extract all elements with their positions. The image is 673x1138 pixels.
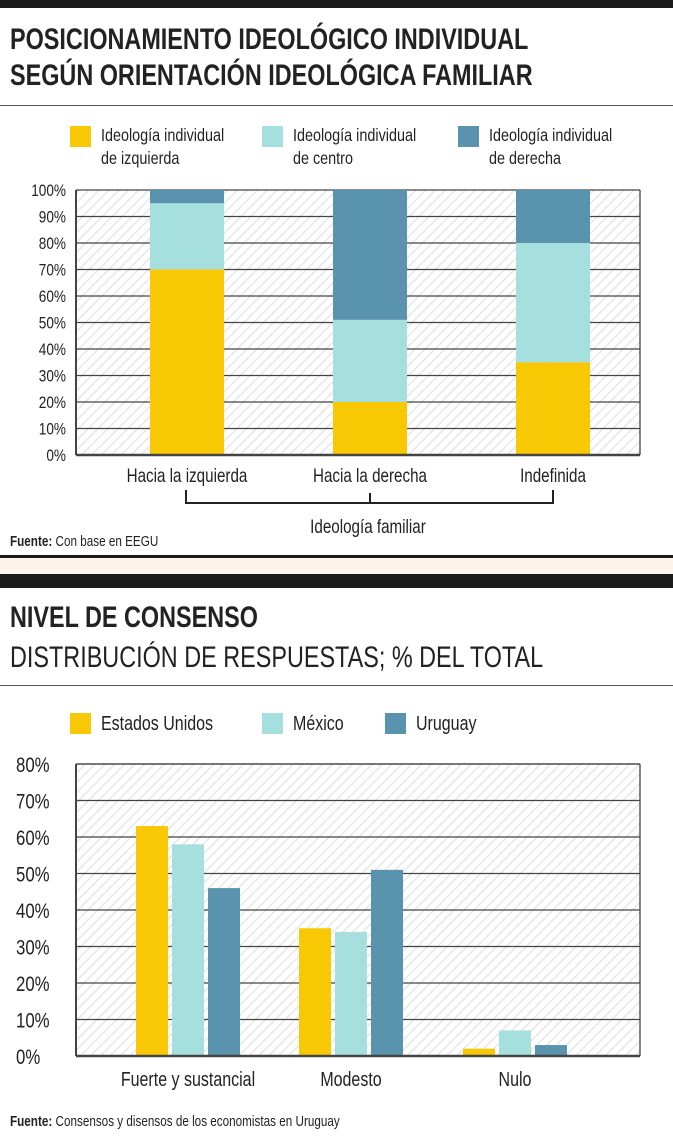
y-tick-label: 60%	[16, 827, 50, 850]
x-tick-label: Hacia la derecha	[313, 464, 427, 486]
y-tick-label: 10%	[39, 420, 66, 439]
category-bracket	[185, 490, 554, 504]
x-axis-title: Ideología familiar	[310, 515, 426, 537]
section-divider-band	[0, 558, 673, 574]
y-tick-label: 0%	[46, 447, 66, 466]
y-tick-label: 30%	[39, 367, 66, 386]
bar-segment	[516, 190, 590, 243]
x-tick-label: Fuerte y sustancial	[121, 1068, 255, 1090]
legend-label: Ideología individual	[489, 126, 612, 146]
source-label: Fuente:	[10, 1113, 53, 1130]
chart2: Estados Unidos México Uruguay 0% 10% 20% 30% 40…	[16, 712, 641, 1090]
bar-segment	[516, 362, 590, 455]
legend-label: Estados Unidos	[101, 712, 213, 734]
chart1: Ideología individual de izquierda Ideologí…	[31, 126, 641, 537]
chart1-title-line2: SEGÚN ORIENTACIÓN IDEOLÓGICA FAMILIAR	[10, 59, 533, 92]
legend-label: México	[293, 712, 344, 734]
y-tick-label: 30%	[16, 937, 50, 960]
y-tick-label: 50%	[39, 314, 66, 333]
y-tick-label: 20%	[39, 394, 66, 413]
chart2-subtitle: DISTRIBUCIÓN DE RESPUESTAS; % DEL TOTAL	[10, 641, 544, 674]
divider	[0, 105, 673, 106]
x-tick-label: Modesto	[320, 1068, 381, 1090]
y-tick-label: 70%	[16, 791, 50, 814]
bar-segment	[333, 190, 407, 320]
legend-label: de derecha	[489, 149, 562, 169]
y-tick-label: 60%	[39, 288, 66, 307]
legend-swatch	[262, 713, 283, 734]
bar-segment	[333, 319, 407, 402]
legend-label: Uruguay	[416, 712, 477, 734]
bar	[499, 1030, 531, 1056]
bar	[136, 826, 168, 1056]
legend-swatch	[458, 126, 479, 147]
bar-segment	[333, 402, 407, 455]
y-tick-label: 90%	[39, 208, 66, 227]
bar	[335, 931, 367, 1056]
y-tick-label: 80%	[39, 235, 66, 254]
legend-swatch	[70, 713, 91, 734]
bar	[535, 1045, 567, 1056]
chart2-title: NIVEL DE CONSENSO	[10, 601, 258, 634]
legend-label: Ideología individual	[101, 126, 224, 146]
source-text: Con base en EEGU	[55, 533, 159, 550]
source-text: Consensos y disensos de los economistas …	[55, 1113, 340, 1130]
bar-segment	[150, 269, 224, 455]
section-divider-line	[0, 555, 673, 558]
y-tick-label: 80%	[16, 754, 50, 777]
legend-label: de izquierda	[101, 149, 180, 169]
x-tick-label: Hacia la izquierda	[127, 464, 248, 486]
bar	[172, 844, 204, 1056]
legend-swatch	[70, 126, 91, 147]
bar-segment	[516, 243, 590, 363]
y-tick-label: 100%	[31, 182, 66, 201]
y-tick-label: 40%	[16, 900, 50, 923]
bar	[208, 888, 240, 1056]
chart2-source: Fuente: Consensos y disensos de los econ…	[10, 1113, 340, 1130]
bar-segment	[150, 203, 224, 270]
y-tick-label: 40%	[39, 341, 66, 360]
top-black-bar	[0, 0, 673, 8]
y-tick-label: 20%	[16, 973, 50, 996]
legend-swatch	[385, 713, 406, 734]
bar	[463, 1048, 495, 1056]
bar	[371, 869, 403, 1056]
bar	[299, 928, 331, 1056]
legend-label: de centro	[293, 149, 353, 169]
bar-segment	[150, 190, 224, 204]
x-tick-label: Nulo	[499, 1068, 532, 1090]
y-tick-label: 10%	[16, 1010, 50, 1033]
y-tick-label: 0%	[16, 1046, 40, 1069]
y-tick-label: 70%	[39, 261, 66, 280]
legend-label: Ideología individual	[293, 126, 416, 146]
chart1-title-line1: POSICIONAMIENTO IDEOLÓGICO INDIVIDUAL	[10, 23, 529, 56]
x-tick-label: Indefinida	[520, 464, 586, 486]
chart1-source: Fuente: Con base en EEGU	[10, 533, 158, 550]
divider	[0, 685, 673, 686]
legend-swatch	[262, 126, 283, 147]
source-label: Fuente:	[10, 533, 53, 550]
y-tick-label: 50%	[16, 864, 50, 887]
section-divider-bar	[0, 574, 673, 588]
